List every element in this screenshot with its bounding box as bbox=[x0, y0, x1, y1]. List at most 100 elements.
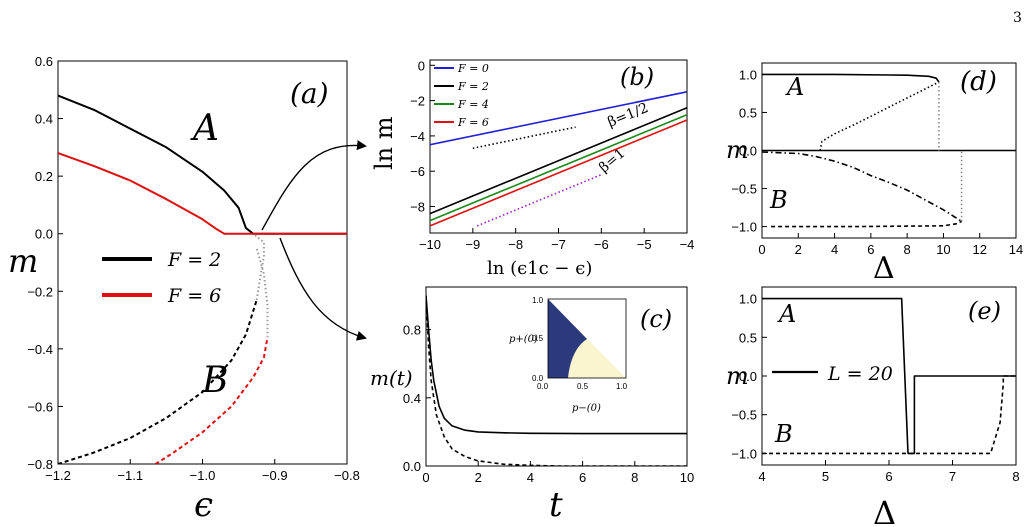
plot-layer: −1.2 −1.1 −1.0 −0.9 −0.8−0.8−0.6−0.4−0.20.00… bbox=[27, 54, 1023, 485]
inset-ylabel: p+(0) bbox=[509, 334, 538, 345]
panel-a-ytick-label: 0.2 bbox=[35, 169, 53, 184]
panel-a-xtick-label: −1.1 bbox=[117, 468, 143, 483]
panel-c-ytick-label: 0.0 bbox=[403, 459, 421, 474]
panel-c-xtick-label: 8 bbox=[631, 470, 638, 485]
panel-a-ytick-label: 0.4 bbox=[35, 112, 53, 127]
inset-xtick-1: 0.5 bbox=[577, 382, 589, 391]
panel-b-xtick-label: −9 bbox=[465, 237, 480, 252]
legend-label-f6b: F = 6 bbox=[457, 116, 489, 129]
panel-c-label: (c) bbox=[640, 305, 672, 333]
arrow-to-panel-b bbox=[261, 140, 367, 231]
panel-b-xtick-label: −5 bbox=[637, 237, 652, 252]
panel-d-series-2 bbox=[819, 81, 940, 151]
panel-c-ytick-label: 0.4 bbox=[403, 391, 421, 406]
panel-d-annotation-a: A bbox=[785, 73, 804, 101]
inset-frame bbox=[547, 298, 627, 379]
panel-d-xtick-label: 14 bbox=[1009, 242, 1023, 257]
panel-b-ytick-label: 0 bbox=[418, 58, 425, 73]
panel-b-xtick-label: −4 bbox=[680, 237, 695, 252]
panel-a-series-1-f=6 bbox=[58, 152, 347, 235]
panel-c-xtick-label: 10 bbox=[680, 470, 694, 485]
panel-a-xtick-label: −0.9 bbox=[262, 468, 288, 483]
panel-d-series-4 bbox=[771, 220, 963, 228]
panel-b-ytick-label: −2 bbox=[410, 94, 425, 109]
panel-b-label: (b) bbox=[620, 63, 654, 91]
arrow-to-panel-c bbox=[279, 237, 367, 341]
panel-d-annotation-b: B bbox=[769, 186, 788, 214]
panel-d-xlabel: Δ bbox=[873, 251, 895, 286]
panel-b-series-1-f=2 bbox=[430, 106, 687, 215]
panel-e-xlabel: Δ bbox=[873, 494, 896, 527]
panel-e-ytick-label: 0.0 bbox=[739, 369, 757, 384]
panel-a-series-4 bbox=[252, 232, 265, 301]
legend-label-f2b: F = 2 bbox=[457, 80, 489, 93]
inset-xtick-0: 0.0 bbox=[537, 382, 549, 391]
inset-region-dark bbox=[548, 299, 587, 378]
panel-c-xtick-label: 0 bbox=[422, 470, 429, 485]
legend-label-f6: F = 6 bbox=[167, 285, 221, 307]
panel-a-xtick-label: −0.8 bbox=[334, 468, 360, 483]
panel-d-ytick-label: 0.0 bbox=[739, 144, 757, 159]
panel-d-series-0 bbox=[762, 73, 940, 83]
panel-e-annotation-a: A bbox=[777, 300, 796, 328]
panel-d-xtick-label: 2 bbox=[795, 242, 802, 257]
panel-e-ytick-label: −0.5 bbox=[731, 408, 757, 423]
panel-e-ytick-label: −1.0 bbox=[731, 446, 757, 461]
panel-d-label: (d) bbox=[960, 67, 997, 97]
panel-c-xlabel: t bbox=[549, 485, 563, 525]
panel-b-xtick-label: −10 bbox=[419, 237, 441, 252]
panel-a-legend: F = 2 F = 6 bbox=[102, 249, 221, 307]
panel-d-xtick-label: 10 bbox=[936, 242, 950, 257]
panel-e-ytick-label: 0.5 bbox=[739, 330, 757, 345]
panel-b-ylabel: ln m bbox=[370, 116, 398, 170]
panel-b-xtick-label: −6 bbox=[594, 237, 609, 252]
panel-a-ytick-label: 0.0 bbox=[35, 227, 53, 242]
page-number: 3 bbox=[1013, 10, 1022, 26]
panel-d-ylabel: m bbox=[726, 136, 749, 164]
panel-a-xtick-label: −1.0 bbox=[190, 468, 216, 483]
panel-e-xtick-label: 5 bbox=[822, 469, 829, 484]
panel-a-annotation-b: B bbox=[201, 360, 228, 401]
panel-a-xlabel: ϵ bbox=[194, 485, 213, 525]
panel-b-series-0-f=0 bbox=[430, 91, 687, 146]
panel-d-ytick-label: −1.0 bbox=[731, 220, 757, 235]
panel-a-series-3-f=6 bbox=[154, 337, 269, 464]
panel-d-xtick-label: 8 bbox=[904, 242, 911, 257]
inset-xtick-2: 1.0 bbox=[616, 382, 628, 391]
panel-e-xtick-label: 7 bbox=[949, 469, 956, 484]
panel-c-ytick-label: 0.8 bbox=[403, 323, 421, 338]
inset-ytick-2: 1.0 bbox=[532, 296, 544, 305]
panel-d-marks bbox=[762, 73, 1016, 228]
panel-b-xtick-label: −7 bbox=[551, 237, 566, 252]
panel-a-ytick-label: −0.6 bbox=[27, 399, 53, 414]
legend-label-l20: L = 20 bbox=[827, 363, 893, 385]
panel-d-ytick-label: −0.5 bbox=[731, 182, 757, 197]
panel-a-ytick-label: −0.8 bbox=[27, 457, 53, 472]
legend-label-f2: F = 2 bbox=[167, 249, 221, 271]
legend-label-f4: F = 4 bbox=[457, 98, 489, 111]
panel-b-ytick-label: −8 bbox=[410, 200, 425, 215]
panel-c-series-0 bbox=[426, 295, 687, 435]
panel-b-ytick-label: −6 bbox=[410, 164, 425, 179]
panel-d-xtick-label: 4 bbox=[831, 242, 838, 257]
panel-e-xtick-label: 8 bbox=[1012, 469, 1019, 484]
panel-a-series-5 bbox=[255, 247, 269, 338]
panel-d-ytick-label: 1.0 bbox=[739, 67, 757, 82]
panel-c-xtick-label: 4 bbox=[527, 470, 534, 485]
inset-xlabel: p−(0) bbox=[572, 403, 601, 414]
panel-c-series-1 bbox=[426, 295, 687, 466]
panel-d-series-3 bbox=[762, 151, 963, 222]
panel-c-marks bbox=[426, 295, 687, 466]
panel-a-ytick-label: −0.4 bbox=[27, 342, 53, 357]
panel-b-xtick-label: −8 bbox=[508, 237, 523, 252]
panel-c-xtick-label: 6 bbox=[579, 470, 586, 485]
panel-e-marks bbox=[762, 297, 1016, 455]
panel-e-xtick-label: 4 bbox=[758, 469, 765, 484]
panel-e-ytick-label: 1.0 bbox=[739, 292, 757, 307]
panel-e-label: (e) bbox=[968, 297, 1001, 325]
panel-a-marks bbox=[58, 94, 347, 464]
panel-e-series-1 bbox=[762, 375, 1016, 455]
panel-a-annotation-a: A bbox=[190, 108, 219, 149]
panel-c-ylabel: m(t) bbox=[370, 366, 413, 390]
